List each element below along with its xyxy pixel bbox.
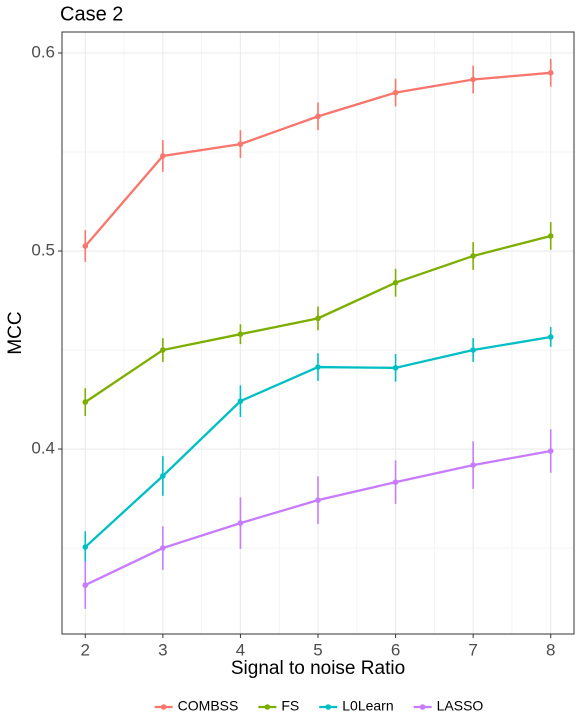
legend-key-point (160, 704, 167, 710)
y-tick-label: 0.5 (31, 241, 55, 260)
legend-key-point (264, 704, 271, 710)
y-tick-label: 0.4 (31, 439, 55, 458)
point (470, 462, 476, 468)
point (160, 347, 166, 353)
x-tick-label: 4 (236, 640, 245, 659)
point (82, 243, 89, 249)
point (82, 544, 89, 550)
point (315, 315, 321, 322)
x-tick-label: 8 (546, 640, 555, 659)
x-tick-label: 2 (81, 640, 90, 659)
legend-label: FS (281, 698, 299, 714)
panel-border (61, 31, 575, 635)
point (547, 334, 554, 340)
legend-label: LASSO (437, 698, 484, 714)
point (315, 364, 321, 370)
point (470, 253, 476, 259)
point (237, 331, 244, 337)
point (547, 233, 554, 239)
point (237, 398, 244, 404)
x-axis-title: Signal to noise Ratio (231, 658, 405, 679)
point (237, 141, 244, 147)
x-tick-label: 7 (468, 640, 477, 659)
point (470, 76, 476, 83)
legend-key-point (419, 704, 426, 710)
point (392, 365, 399, 371)
legend-label: COMBSS (178, 698, 239, 714)
point (160, 545, 166, 551)
point (392, 479, 399, 485)
x-tick-label: 5 (313, 640, 322, 659)
point (160, 473, 166, 479)
x-tick-label: 6 (391, 640, 400, 659)
chart-title: Case 2 (60, 3, 123, 25)
legend-label: L0Learn (342, 698, 393, 714)
legend-key-point (325, 704, 332, 710)
point (237, 520, 244, 526)
point (470, 347, 476, 353)
legend: COMBSS FS L0Learn LASSO (154, 698, 484, 714)
point (392, 89, 399, 96)
y-tick-label: 0.6 (31, 42, 55, 61)
point (547, 69, 554, 76)
point (392, 279, 399, 286)
point (160, 153, 166, 159)
point (82, 582, 89, 588)
point (82, 399, 89, 405)
x-tick-label: 3 (158, 640, 167, 659)
y-axis-title: MCC (5, 311, 26, 354)
point (547, 448, 554, 454)
point (315, 497, 321, 503)
point (315, 113, 321, 120)
